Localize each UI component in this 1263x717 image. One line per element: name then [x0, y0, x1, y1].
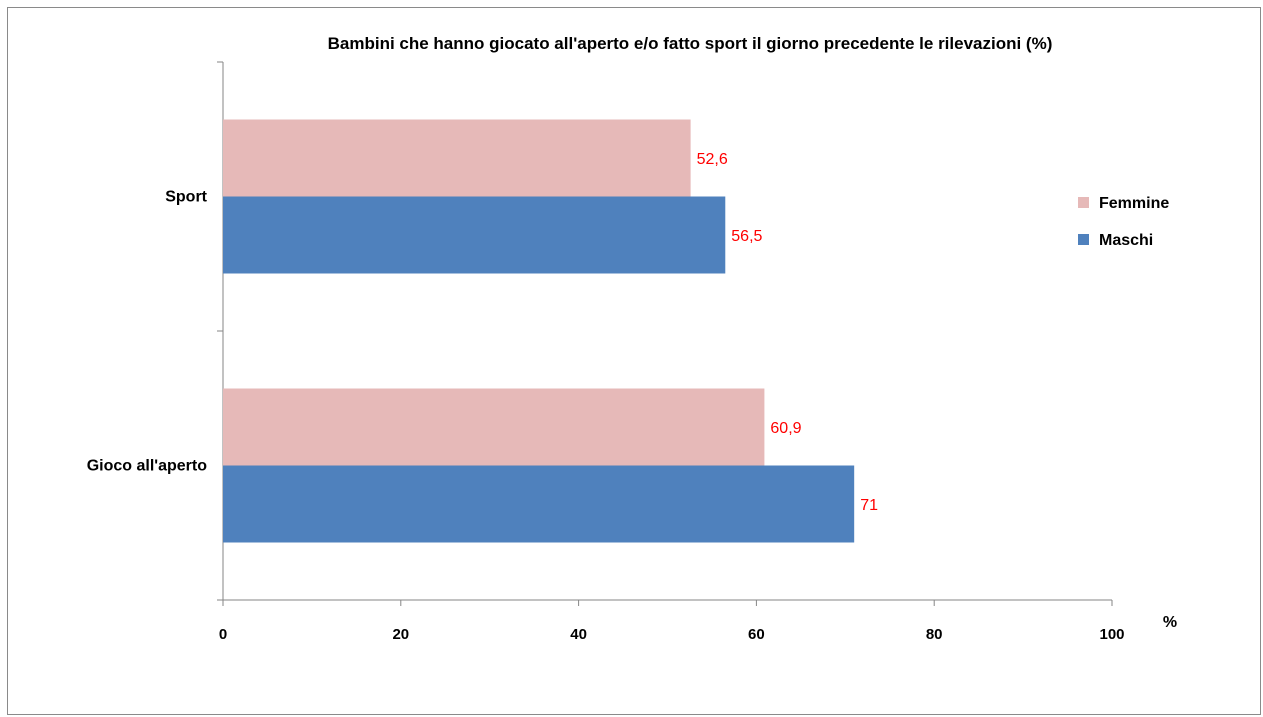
- bar-maschi-0: [223, 196, 726, 274]
- x-tick-label: 20: [392, 626, 409, 643]
- data-label: 71: [860, 497, 878, 514]
- x-tick-label: 40: [570, 626, 587, 643]
- legend-swatch-maschi: [1078, 234, 1089, 245]
- data-label: 56,5: [731, 228, 762, 245]
- category-label: Sport: [165, 189, 207, 206]
- bar-maschi-1: [223, 465, 855, 543]
- legend: Femmine Maschi: [1078, 195, 1169, 249]
- legend-label-femmine: Femmine: [1099, 195, 1169, 212]
- legend-label-maschi: Maschi: [1099, 232, 1153, 249]
- x-tick-label: 80: [926, 626, 943, 643]
- category-label: Gioco all'aperto: [87, 458, 208, 475]
- x-tick-label: 60: [748, 626, 765, 643]
- bars: [223, 119, 855, 543]
- tick-labels: 0 20 40 60 80 100: [219, 626, 1125, 643]
- legend-swatch-femmine: [1078, 197, 1089, 208]
- data-label: 60,9: [770, 420, 801, 437]
- data-label: 52,6: [697, 151, 728, 168]
- bar-femmine-0: [223, 119, 691, 197]
- bar-femmine-1: [223, 388, 765, 466]
- category-labels: Sport Gioco all'aperto: [87, 189, 208, 475]
- data-labels: 52,6 56,5 60,9 71: [697, 151, 878, 514]
- x-unit-label: %: [1163, 614, 1177, 631]
- chart-title: Bambini che hanno giocato all'aperto e/o…: [328, 34, 1053, 53]
- x-tick-label: 100: [1099, 626, 1124, 643]
- x-tick-label: 0: [219, 626, 227, 643]
